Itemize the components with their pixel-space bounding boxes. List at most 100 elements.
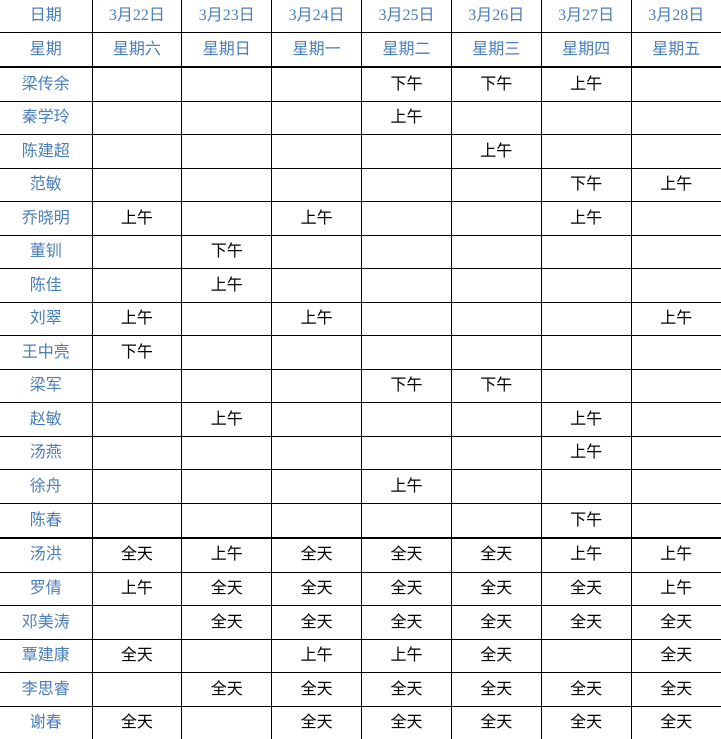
shift-cell: 全天	[271, 605, 363, 640]
shift-cell	[181, 201, 273, 236]
shift-cell: 全天	[181, 672, 273, 707]
shift-cell	[540, 469, 632, 504]
shift-cell	[630, 268, 721, 303]
table-row: 罗倩 上午 全天 全天 全天 全天 全天 上午	[0, 571, 721, 607]
shift-cell	[181, 167, 273, 203]
shift-cell	[540, 268, 632, 303]
shift-cell	[91, 368, 183, 404]
table-row: 乔晓明 上午 上午 上午	[0, 201, 721, 236]
shift-cell: 上午	[540, 536, 632, 573]
person-name-cell: 汤洪	[0, 536, 93, 573]
shift-cell	[271, 402, 363, 437]
shift-cell	[450, 435, 542, 471]
person-name-cell: 陈建超	[0, 134, 93, 169]
shift-cell: 全天	[450, 536, 542, 573]
shift-cell	[361, 301, 452, 337]
shift-cell: 全天	[271, 571, 363, 607]
shift-cell	[630, 335, 721, 370]
shift-cell	[540, 301, 632, 337]
table-row: 赵敏 上午 上午	[0, 402, 721, 437]
shift-cell	[181, 705, 273, 739]
shift-cell	[540, 335, 632, 370]
shift-cell: 下午	[540, 502, 632, 539]
shift-cell	[271, 268, 363, 303]
table-row: 梁传余 下午 下午 上午	[0, 66, 721, 102]
person-name-cell: 乔晓明	[0, 201, 93, 236]
shift-cell: 全天	[361, 605, 452, 640]
shift-cell	[91, 502, 183, 539]
table-row: 徐舟 上午	[0, 469, 721, 504]
shift-cell: 下午	[181, 234, 273, 270]
shift-cell: 全天	[540, 571, 632, 607]
shift-cell	[540, 638, 632, 674]
shift-cell	[271, 335, 363, 370]
person-name-cell: 李思睿	[0, 672, 93, 707]
shift-cell	[630, 100, 721, 136]
person-name-cell: 范敏	[0, 167, 93, 203]
shift-cell: 全天	[540, 672, 632, 707]
shift-cell: 上午	[540, 402, 632, 437]
shift-cell	[181, 368, 273, 404]
shift-cell: 上午	[271, 201, 363, 236]
header-label-weekday: 星期	[0, 32, 93, 69]
shift-cell	[450, 469, 542, 504]
shift-cell	[271, 167, 363, 203]
shift-cell	[271, 234, 363, 270]
shift-cell: 上午	[91, 571, 183, 607]
shift-cell: 上午	[91, 301, 183, 337]
shift-cell: 上午	[181, 268, 273, 303]
shift-cell	[450, 502, 542, 539]
shift-cell: 全天	[450, 638, 542, 674]
shift-cell: 全天	[271, 536, 363, 573]
shift-cell: 上午	[630, 167, 721, 203]
table-row: 陈春 下午	[0, 502, 721, 539]
shift-cell	[91, 167, 183, 203]
shift-cell: 上午	[271, 301, 363, 337]
shift-cell	[181, 134, 273, 169]
shift-cell: 上午	[361, 100, 452, 136]
shift-cell	[91, 402, 183, 437]
shift-cell	[361, 167, 452, 203]
shift-cell	[361, 201, 452, 236]
header-date-2: 3月23日	[181, 0, 273, 34]
shift-cell: 下午	[540, 167, 632, 203]
person-name-cell: 谢春	[0, 705, 93, 739]
table-row: 范敏 下午 上午	[0, 167, 721, 203]
table-row: 汤燕 上午	[0, 435, 721, 471]
header-weekday-3: 星期一	[271, 32, 363, 69]
shift-cell	[181, 301, 273, 337]
shift-cell	[450, 167, 542, 203]
shift-cell: 全天	[450, 672, 542, 707]
shift-cell: 上午	[361, 638, 452, 674]
shift-cell	[271, 435, 363, 471]
shift-cell	[630, 402, 721, 437]
person-name-cell: 赵敏	[0, 402, 93, 437]
table-row: 覃建康 全天 上午 上午 全天 全天	[0, 638, 721, 674]
person-name-cell: 梁军	[0, 368, 93, 404]
shift-cell: 全天	[91, 536, 183, 573]
person-name-cell: 罗倩	[0, 571, 93, 607]
header-date-5: 3月26日	[450, 0, 542, 34]
shift-cell: 上午	[450, 134, 542, 169]
shift-cell: 全天	[630, 705, 721, 739]
shift-cell	[271, 66, 363, 102]
header-date-6: 3月27日	[540, 0, 632, 34]
shift-cell: 全天	[181, 571, 273, 607]
shift-cell	[361, 134, 452, 169]
shift-cell	[361, 435, 452, 471]
person-name-cell: 梁传余	[0, 66, 93, 102]
person-name-cell: 王中亮	[0, 335, 93, 370]
shift-cell: 下午	[361, 368, 452, 404]
shift-cell	[630, 201, 721, 236]
shift-cell: 上午	[361, 469, 452, 504]
header-row-weekdays: 星期 星期六 星期日 星期一 星期二 星期三 星期四 星期五	[0, 32, 721, 69]
shift-cell: 下午	[450, 368, 542, 404]
header-label-date: 日期	[0, 0, 93, 34]
shift-cell	[181, 469, 273, 504]
shift-cell: 全天	[450, 705, 542, 739]
shift-cell: 全天	[540, 605, 632, 640]
shift-cell: 上午	[630, 301, 721, 337]
header-weekday-1: 星期六	[91, 32, 183, 69]
shift-cell	[181, 502, 273, 539]
